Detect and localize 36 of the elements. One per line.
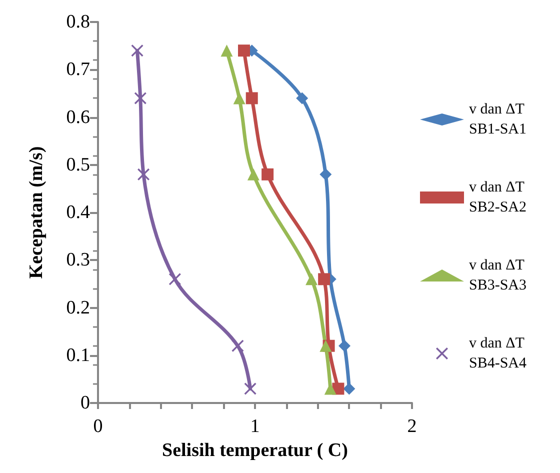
point	[296, 92, 308, 104]
y-tick-label: 0.2	[66, 297, 90, 318]
y-axis-title: Kecepatan (m/s)	[26, 146, 47, 279]
point	[232, 340, 244, 352]
legend-label: v dan ΔT SB2-SA2	[469, 180, 528, 216]
point	[320, 340, 332, 352]
y-tick-label: 0.3	[66, 250, 90, 271]
point	[131, 44, 144, 57]
point	[138, 168, 150, 180]
point	[262, 168, 274, 180]
x-tick-label: 2	[407, 416, 417, 437]
y-tick-label: 0.7	[66, 59, 90, 80]
y-tick-label: 0.5	[66, 154, 90, 176]
legend-label: v dan ΔT SB1-SA1	[469, 102, 528, 138]
point	[168, 273, 181, 286]
point	[244, 382, 256, 395]
y-tick-label: 0.4	[66, 202, 90, 223]
x-axis-title: Selisih temperatur ( C)	[162, 440, 348, 461]
point	[318, 273, 330, 286]
legend-label: v dan ΔT SB4-SA4	[469, 336, 528, 372]
point	[247, 168, 260, 180]
point	[338, 340, 350, 352]
point	[306, 273, 318, 286]
point	[233, 92, 246, 104]
point	[343, 382, 356, 395]
y-tick-label: 0.8	[66, 12, 90, 32]
point	[238, 44, 250, 57]
y-tick-label: 0.1	[66, 344, 90, 366]
y-tick-label: 0	[80, 392, 90, 414]
point	[134, 92, 146, 104]
x-tick-label: 1	[250, 416, 260, 437]
legend-label: v dan ΔT SB3-SA3	[469, 258, 528, 294]
point	[220, 44, 233, 57]
point	[246, 92, 258, 104]
point	[320, 168, 332, 180]
y-tick-label: 0.6	[66, 106, 90, 128]
